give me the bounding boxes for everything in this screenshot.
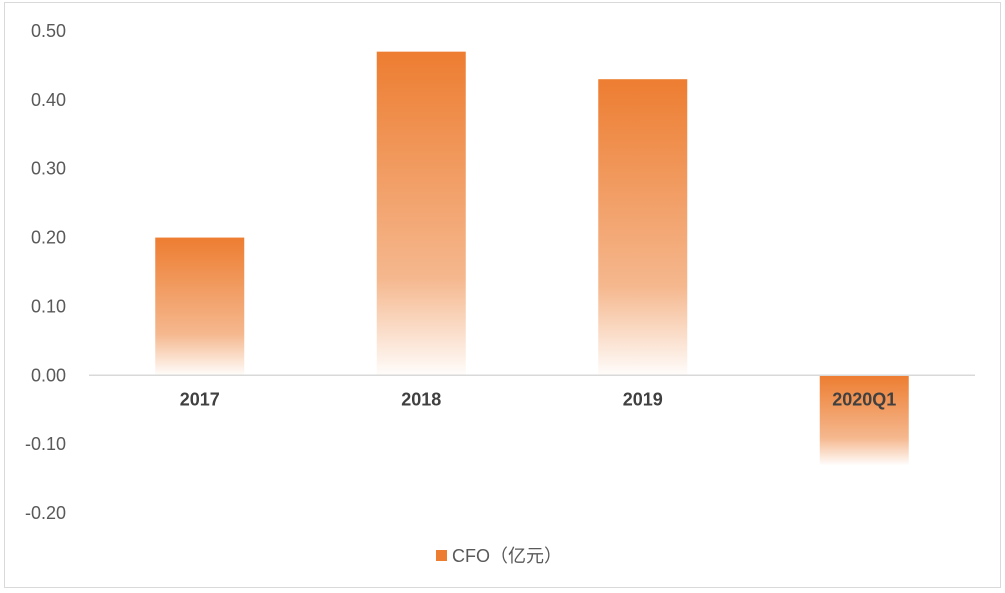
y-tick-label: 0.20 <box>31 228 66 248</box>
x-tick-label: 2020Q1 <box>832 389 896 409</box>
y-tick-label: 0.00 <box>31 365 66 385</box>
y-tick-label: 0.30 <box>31 159 66 179</box>
x-tick-label: 2018 <box>401 389 441 409</box>
legend-label: CFO（亿元） <box>452 546 562 566</box>
bar-2020Q1 <box>819 375 909 465</box>
bar-2018 <box>376 51 466 376</box>
bars <box>155 51 909 465</box>
y-tick-label: 0.10 <box>31 296 66 316</box>
x-tick-label: 2017 <box>180 389 220 409</box>
bar-2017 <box>155 237 245 376</box>
x-axis-labels: 2017 2018 2019 2020Q1 <box>180 389 897 409</box>
y-tick-label: 0.50 <box>31 21 66 41</box>
legend-swatch <box>436 550 447 561</box>
y-tick-label: -0.20 <box>25 503 66 523</box>
y-axis-ticks: 0.50 0.40 0.30 0.20 0.10 0.00 -0.10 -0.20 <box>25 21 66 523</box>
y-tick-label: 0.40 <box>31 90 66 110</box>
legend: CFO（亿元） <box>436 546 562 566</box>
bar-2019 <box>598 79 688 376</box>
x-tick-label: 2019 <box>623 389 663 409</box>
y-tick-label: -0.10 <box>25 434 66 454</box>
